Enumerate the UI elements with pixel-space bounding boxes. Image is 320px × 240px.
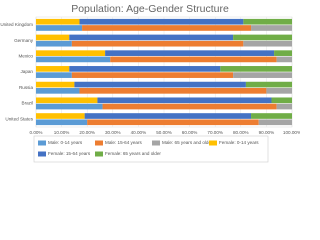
x-tick-label: 60.00% [182, 130, 198, 135]
bar-segment [276, 103, 292, 110]
legend-swatch [152, 140, 160, 146]
y-tick-label: Brazil [22, 101, 34, 106]
bar-segment [251, 25, 292, 31]
legend-label: Male: 65 years and older [162, 140, 213, 145]
x-tick-label: 20.00% [79, 130, 95, 135]
x-tick-label: 100.00% [283, 130, 300, 135]
bar-segment [36, 50, 106, 56]
y-tick-label: Russia [19, 85, 33, 90]
bar-segment [84, 113, 252, 119]
chart-title: Population: Age-Gender Structure [71, 3, 229, 15]
bar-segment [274, 50, 292, 56]
bar-segment [271, 97, 292, 104]
x-tick-label: 80.00% [233, 130, 249, 135]
legend-swatch [95, 140, 103, 146]
bar-segment [87, 119, 259, 126]
bar-segment [36, 40, 72, 47]
legend-swatch [38, 140, 46, 146]
bar-segment [69, 66, 221, 72]
bar-segment [105, 50, 275, 56]
bar-segment [71, 72, 234, 78]
x-tick-label: 50.00% [156, 130, 172, 135]
bar-segment [266, 88, 292, 94]
legend-swatch [38, 151, 46, 157]
bar-segment [79, 88, 267, 94]
bar-segment [79, 18, 244, 25]
y-tick-label: Japan [20, 69, 33, 74]
bar-segment [243, 18, 292, 25]
legend-swatch [95, 151, 103, 157]
legend-box [33, 135, 269, 163]
legend-label: Male: 0-14 years [48, 140, 83, 145]
legend-label: Female: 65 years and older [105, 151, 161, 156]
bar-segment [36, 66, 70, 72]
x-tick-label: 0.00% [29, 130, 42, 135]
x-tick-label: 30.00% [105, 130, 121, 135]
legend-swatch [209, 140, 217, 146]
bar-segment [36, 18, 80, 25]
bar-segment [36, 72, 72, 78]
bar-segment [276, 56, 292, 63]
y-tick-label: Germany [14, 38, 34, 43]
bar-segment [110, 56, 277, 63]
bar-segment [36, 113, 85, 119]
bar-segment [36, 119, 88, 126]
bar-segment [36, 103, 103, 110]
bar-segment [102, 103, 277, 110]
bar-segment [258, 119, 292, 126]
bar-segment [36, 97, 98, 104]
bar-segment [36, 56, 111, 63]
x-tick-label: 40.00% [131, 130, 147, 135]
bar-segment [245, 81, 292, 88]
x-tick-label: 90.00% [259, 130, 275, 135]
y-tick-label: United Kingdom [0, 22, 33, 27]
bar-segment [36, 81, 75, 88]
y-tick-label: Mexico [18, 54, 33, 59]
bar-segment [243, 40, 292, 47]
chart: Population: Age-Gender Structure 0.00% 10… [0, 3, 300, 163]
bar-segment [233, 72, 292, 78]
x-tick-label: 70.00% [207, 130, 223, 135]
bar-segment [36, 25, 83, 31]
legend-label: Male: 15-64 years [105, 140, 142, 145]
bar-segment [36, 88, 80, 94]
bar-segment [97, 97, 272, 104]
bar-segment [71, 40, 244, 47]
bar-segment [251, 113, 292, 119]
bar-segment [233, 34, 292, 41]
bar-segment [220, 66, 292, 72]
legend-label: Female: 15-64 years [48, 151, 91, 156]
bar-segment [82, 25, 252, 31]
bar-segment [69, 34, 234, 41]
legend-label: Female: 0-14 years [219, 140, 259, 145]
x-tick-label: 10.00% [54, 130, 70, 135]
y-tick-label: United States [5, 116, 33, 121]
bar-segment [36, 34, 70, 41]
bar-segment [74, 81, 246, 88]
